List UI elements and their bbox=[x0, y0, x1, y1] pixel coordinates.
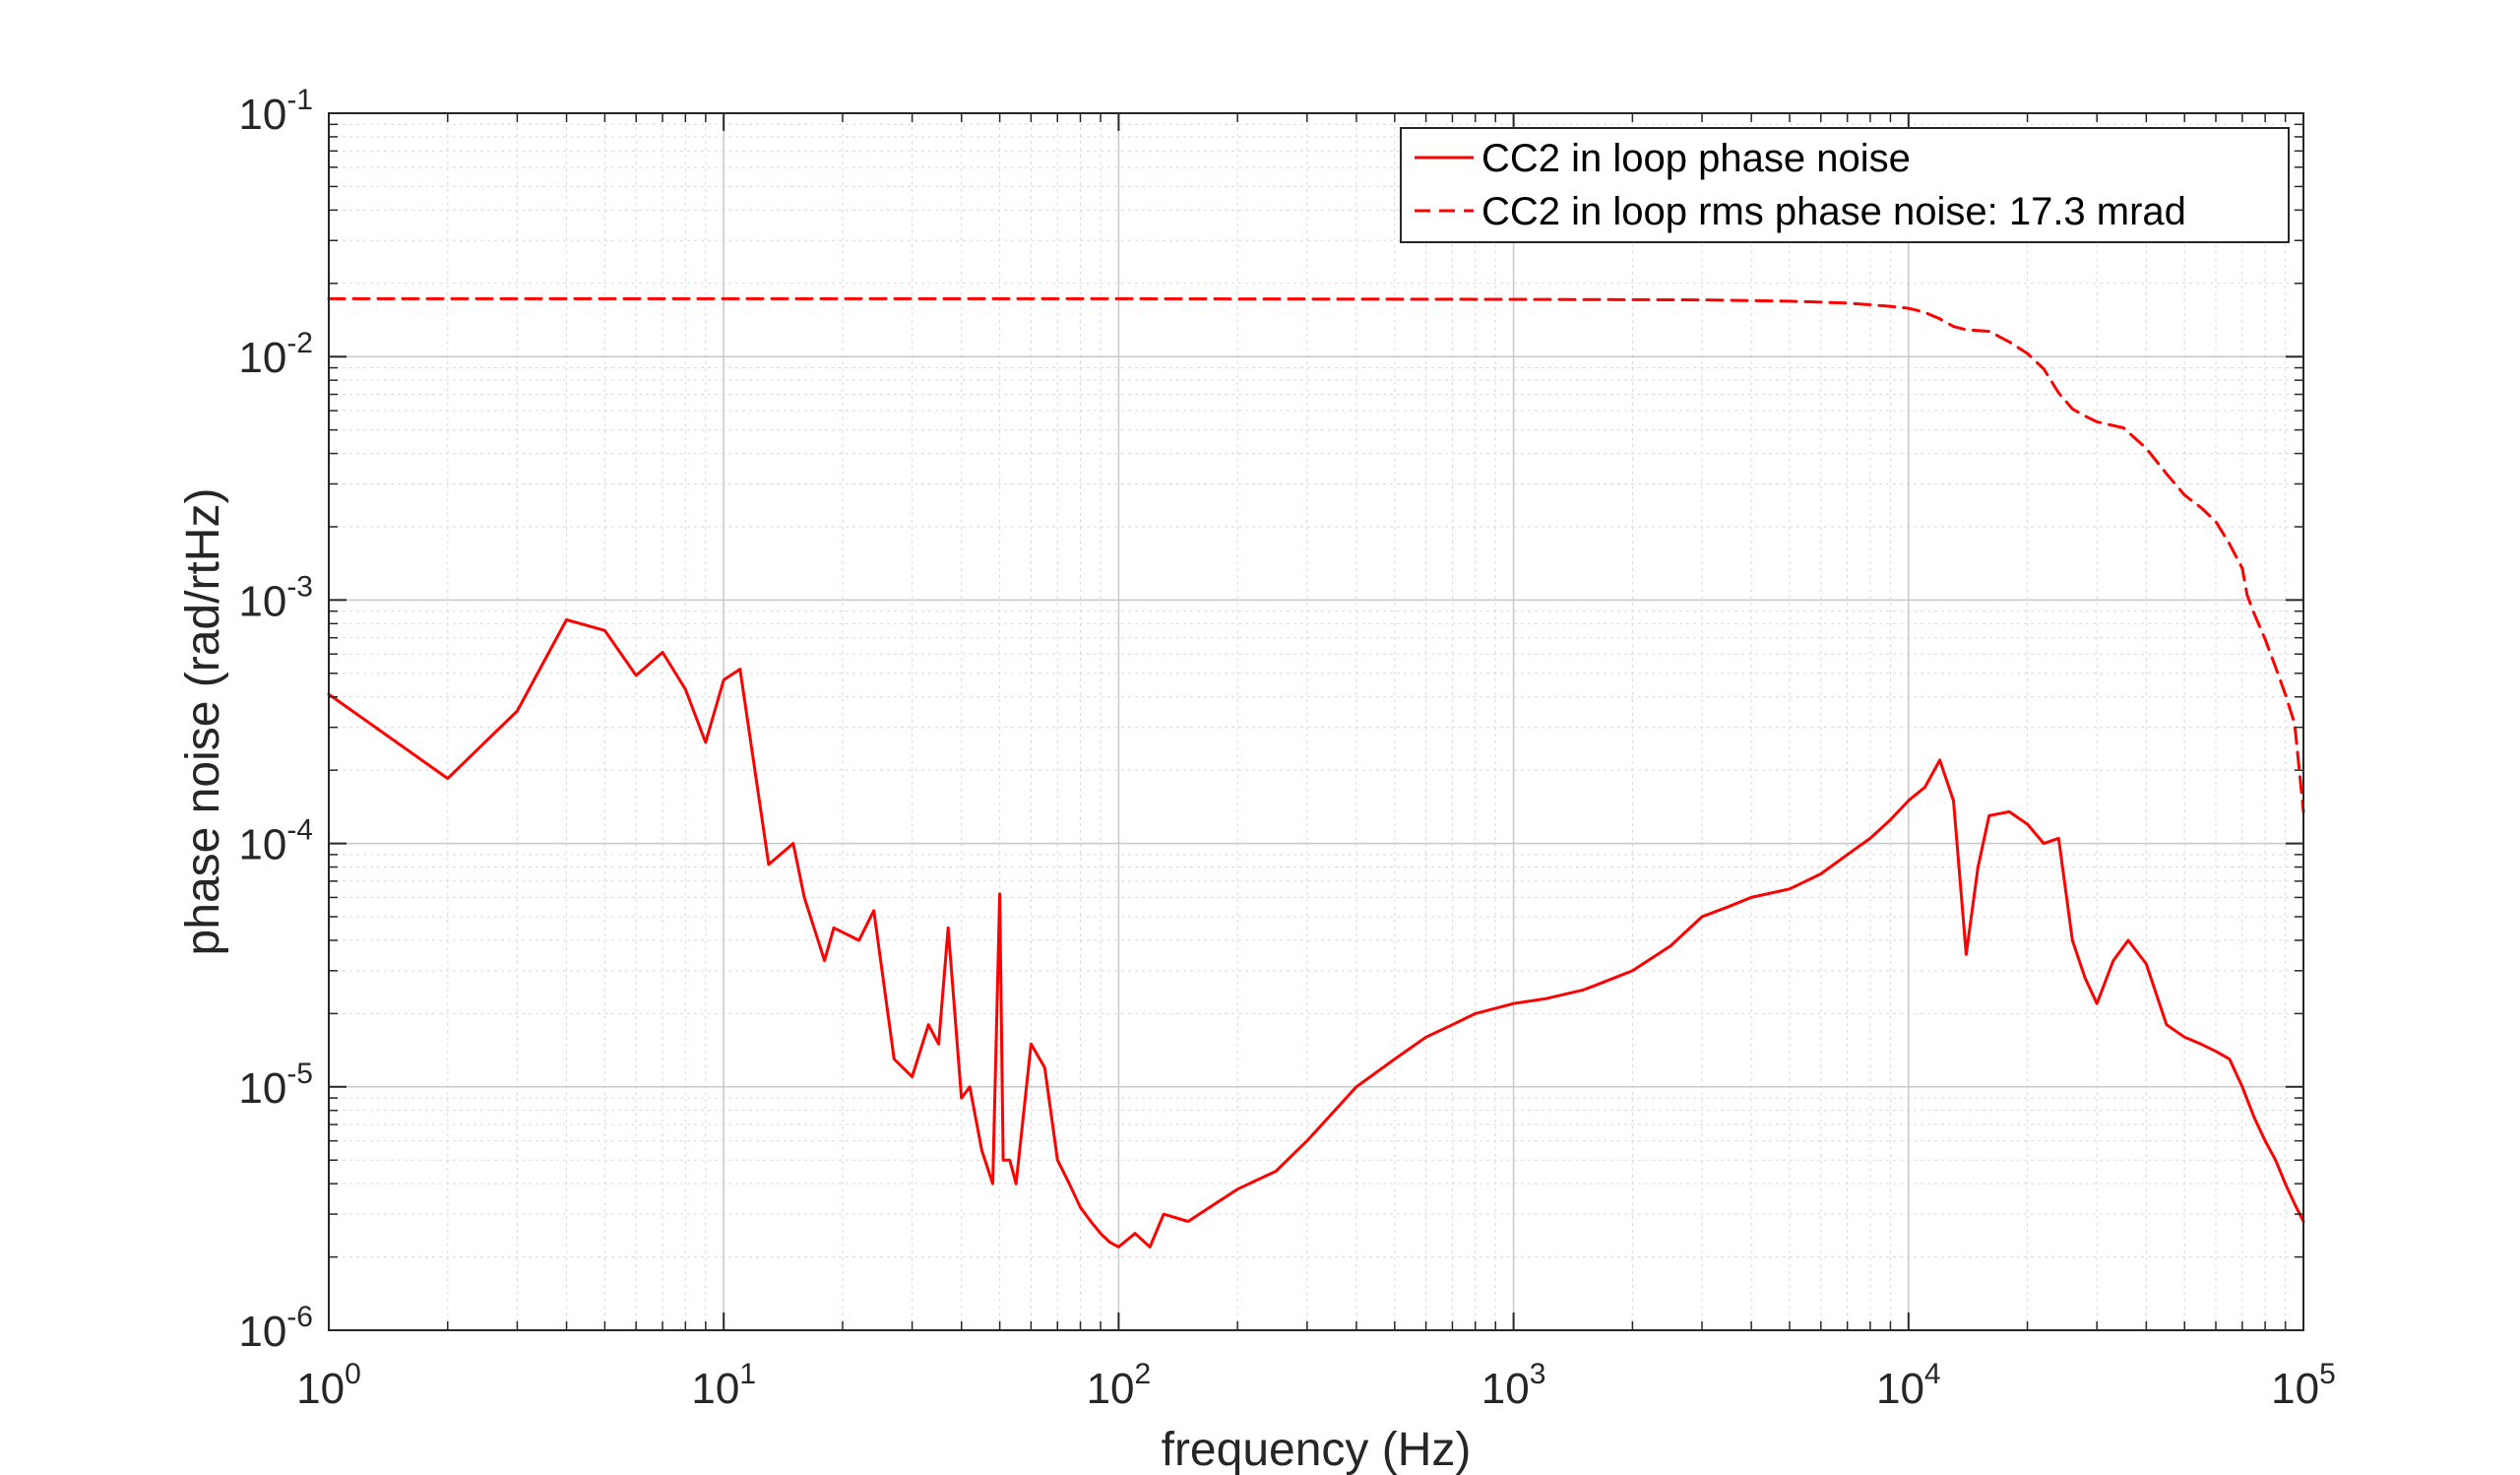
y-tick-exponent: -6 bbox=[286, 1301, 313, 1333]
y-tick-base: 10 bbox=[238, 91, 286, 139]
x-tick-label: 101 bbox=[691, 1358, 756, 1413]
x-tick-base: 10 bbox=[1876, 1365, 1924, 1413]
x-tick-base: 10 bbox=[691, 1365, 739, 1413]
x-tick-exponent: 4 bbox=[1924, 1358, 1941, 1390]
x-tick-base: 10 bbox=[1481, 1365, 1530, 1413]
legend-box bbox=[1400, 127, 2290, 243]
axis-ticks bbox=[328, 112, 2304, 1331]
x-tick-labels: 100 101 102 103 104 105 bbox=[296, 1358, 2336, 1413]
y-tick-label: 10-4 bbox=[238, 814, 313, 869]
y-tick-base: 10 bbox=[238, 1308, 286, 1356]
y-tick-exponent: -1 bbox=[286, 84, 313, 116]
plot-area bbox=[329, 113, 2303, 1330]
x-tick-exponent: 2 bbox=[1135, 1358, 1152, 1390]
y-tick-label: 10-6 bbox=[238, 1301, 313, 1356]
series-layer bbox=[327, 296, 2305, 1249]
x-tick-exponent: 5 bbox=[2319, 1358, 2336, 1390]
plot-frame bbox=[328, 112, 2304, 1331]
legend: CC2 in loop phase noise CC2 in loop rms … bbox=[1400, 127, 2290, 243]
y-tick-exponent: -4 bbox=[286, 814, 313, 847]
y-tick-exponent: -2 bbox=[286, 327, 313, 359]
x-tick-label: 102 bbox=[1087, 1358, 1152, 1413]
y-tick-labels: 10-110-210-310-410-510-6 bbox=[238, 84, 313, 1356]
x-tick-base: 10 bbox=[2271, 1365, 2319, 1413]
y-tick-base: 10 bbox=[238, 577, 286, 625]
y-tick-label: 10-1 bbox=[238, 84, 313, 139]
y-tick-label: 10-3 bbox=[238, 570, 313, 625]
x-axis-label: frequency (Hz) bbox=[1162, 1424, 1472, 1475]
x-tick-label: 105 bbox=[2271, 1358, 2336, 1413]
y-tick-label: 10-5 bbox=[238, 1058, 313, 1113]
x-tick-label: 103 bbox=[1481, 1358, 1546, 1413]
legend-label-phase-noise: CC2 in loop phase noise bbox=[1481, 137, 1911, 180]
y-tick-exponent: -5 bbox=[286, 1058, 313, 1090]
x-tick-exponent: 0 bbox=[345, 1358, 361, 1390]
series-line-phase-noise bbox=[327, 617, 2305, 1249]
y-axis-label: phase noise (rad/rtHz) bbox=[177, 488, 229, 956]
x-tick-exponent: 3 bbox=[1530, 1358, 1546, 1390]
y-tick-base: 10 bbox=[238, 334, 286, 382]
y-tick-base: 10 bbox=[238, 1064, 286, 1113]
x-tick-label: 104 bbox=[1876, 1358, 1941, 1413]
x-tick-base: 10 bbox=[296, 1365, 345, 1413]
minor-grid bbox=[329, 113, 2303, 1330]
y-tick-label: 10-2 bbox=[238, 327, 313, 382]
x-tick-label: 100 bbox=[296, 1358, 361, 1413]
series-line-rms-phase-noise bbox=[327, 296, 2305, 813]
y-tick-exponent: -3 bbox=[286, 570, 313, 603]
x-tick-base: 10 bbox=[1087, 1365, 1135, 1413]
legend-label-rms-phase-noise: CC2 in loop rms phase noise: 17.3 mrad bbox=[1481, 190, 2186, 233]
y-tick-base: 10 bbox=[238, 821, 286, 869]
x-tick-exponent: 1 bbox=[739, 1358, 756, 1390]
